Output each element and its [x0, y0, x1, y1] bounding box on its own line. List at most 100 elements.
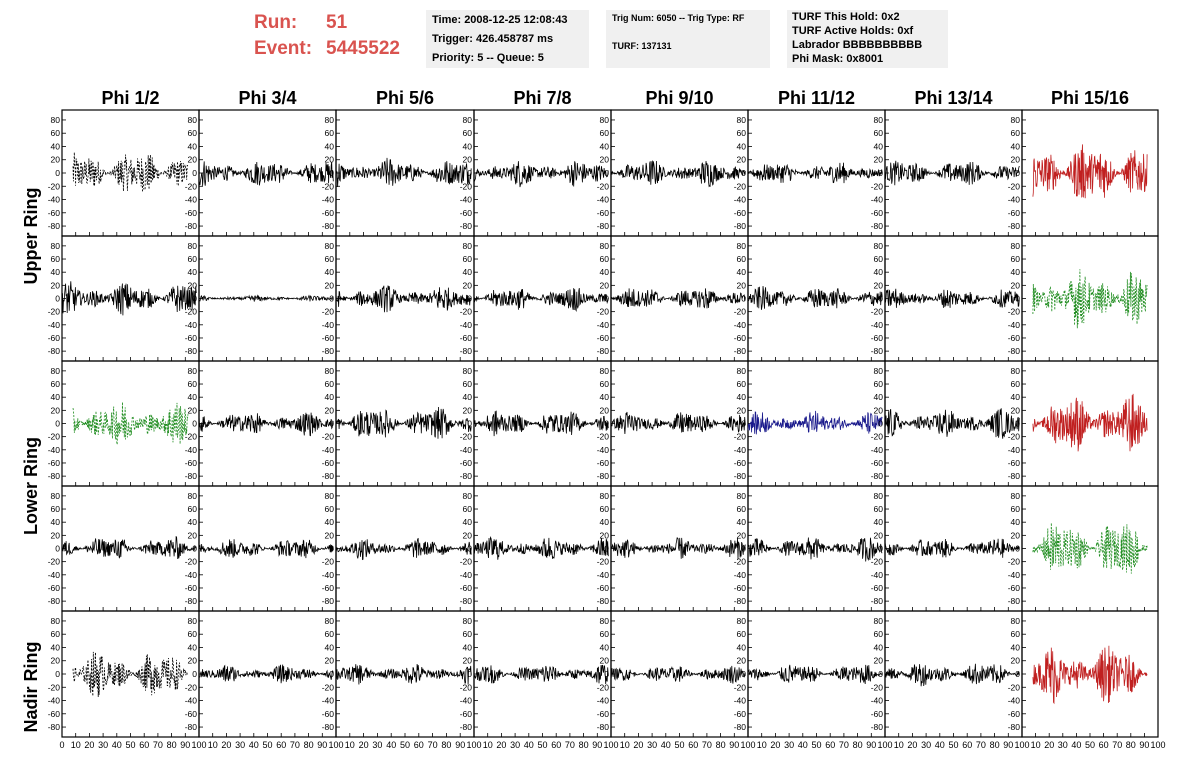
y-tick-label: 20	[600, 530, 610, 540]
y-tick-label: 40	[325, 642, 335, 652]
y-tick-label: -60	[185, 583, 198, 593]
y-tick-label: 20	[325, 280, 335, 290]
y-tick-label: 20	[463, 155, 473, 165]
waveform-trace	[884, 160, 1020, 186]
y-tick-label: -60	[597, 583, 610, 593]
y-tick-label: 20	[188, 280, 198, 290]
y-tick-label: 20	[51, 656, 61, 666]
y-tick-label: 40	[600, 642, 610, 652]
y-tick-label: -60	[48, 583, 61, 593]
y-tick-label: 40	[1011, 517, 1021, 527]
y-tick-label: 20	[737, 405, 747, 415]
y-tick-label: 40	[600, 392, 610, 402]
y-tick-label: 0	[55, 544, 60, 554]
y-tick-label: -80	[460, 471, 473, 481]
trigger-info-box: Trig Num: 6050 -- Trig Type: RF TURF: 13…	[606, 10, 770, 68]
y-tick-label: -80	[48, 471, 61, 481]
y-tick-label: -40	[48, 320, 61, 330]
y-tick-label: 80	[51, 115, 61, 125]
y-tick-label: 80	[874, 115, 884, 125]
y-tick-label: -60	[460, 333, 473, 343]
y-tick-label: 60	[188, 254, 198, 264]
waveform-trace	[1032, 144, 1148, 199]
y-tick-label: -80	[460, 722, 473, 732]
y-tick-label: 0	[192, 168, 197, 178]
x-tick-label: 40	[1071, 740, 1081, 750]
y-tick-label: 60	[737, 629, 747, 639]
y-tick-label: 80	[325, 115, 335, 125]
x-tick-label: 60	[276, 740, 286, 750]
y-tick-label: 60	[874, 379, 884, 389]
waveform-trace	[473, 161, 609, 188]
x-tick-label: 40	[249, 740, 259, 750]
y-tick-label: -20	[597, 432, 610, 442]
y-tick-label: 60	[600, 504, 610, 514]
y-tick-label: -20	[734, 181, 747, 191]
x-tick-label: 10	[71, 740, 81, 750]
y-tick-label: -80	[185, 221, 198, 231]
waveform-trace	[72, 152, 189, 193]
y-tick-label: -80	[322, 221, 335, 231]
y-tick-label: 60	[463, 504, 473, 514]
x-tick-label: 30	[647, 740, 657, 750]
y-tick-label: -40	[185, 320, 198, 330]
x-tick-label: 10	[208, 740, 218, 750]
y-tick-label: -40	[185, 195, 198, 205]
x-tick-label: 30	[921, 740, 931, 750]
y-tick-label: -60	[734, 333, 747, 343]
waveform-trace	[610, 288, 746, 309]
waveform-trace	[473, 664, 609, 685]
y-tick-label: 60	[463, 254, 473, 264]
x-tick-label: 90	[1139, 740, 1149, 750]
y-tick-label: -80	[322, 596, 335, 606]
y-tick-label: -40	[597, 320, 610, 330]
y-tick-label: 0	[55, 168, 60, 178]
y-tick-label: -20	[597, 557, 610, 567]
y-tick-label: 20	[1011, 155, 1021, 165]
y-tick-label: 0	[1015, 544, 1020, 554]
waveform-trace	[335, 406, 472, 439]
y-tick-label: -80	[871, 346, 884, 356]
y-tick-label: -20	[597, 181, 610, 191]
y-tick-label: -20	[1008, 557, 1021, 567]
y-tick-label: 60	[1011, 379, 1021, 389]
x-tick-label: 20	[633, 740, 643, 750]
y-tick-label: 40	[1011, 141, 1021, 151]
y-tick-label: -60	[597, 458, 610, 468]
y-tick-label: -80	[460, 596, 473, 606]
x-tick-label: 100	[1150, 740, 1165, 750]
y-tick-label: 60	[600, 128, 610, 138]
y-tick-label: 60	[325, 254, 335, 264]
waveform-trace	[335, 537, 472, 561]
x-tick-label: 60	[962, 740, 972, 750]
y-tick-label: -20	[48, 432, 61, 442]
y-tick-label: 80	[737, 115, 747, 125]
waveform-trace	[72, 402, 189, 445]
y-tick-label: 40	[463, 517, 473, 527]
y-tick-label: 20	[325, 155, 335, 165]
x-tick-label: 40	[661, 740, 671, 750]
y-tick-label: 60	[1011, 629, 1021, 639]
y-tick-label: 80	[874, 366, 884, 376]
y-tick-label: -40	[734, 320, 747, 330]
waveform-trace	[72, 651, 189, 698]
x-tick-label: 20	[907, 740, 917, 750]
y-tick-label: -40	[322, 195, 335, 205]
y-tick-label: -80	[322, 722, 335, 732]
y-tick-label: 20	[325, 656, 335, 666]
y-tick-label: -20	[460, 557, 473, 567]
waveform-trace	[884, 538, 1020, 558]
y-tick-label: -20	[871, 682, 884, 692]
y-tick-label: 80	[51, 366, 61, 376]
y-tick-label: 0	[741, 419, 746, 429]
y-tick-label: -20	[597, 682, 610, 692]
y-tick-label: 0	[329, 419, 334, 429]
y-tick-label: 20	[1011, 405, 1021, 415]
y-tick-label: 60	[600, 254, 610, 264]
y-tick-label: 60	[874, 254, 884, 264]
y-tick-label: 60	[325, 379, 335, 389]
y-tick-label: -40	[597, 445, 610, 455]
x-tick-label: 40	[112, 740, 122, 750]
y-tick-label: -80	[597, 471, 610, 481]
waveform-trace	[1032, 393, 1148, 452]
